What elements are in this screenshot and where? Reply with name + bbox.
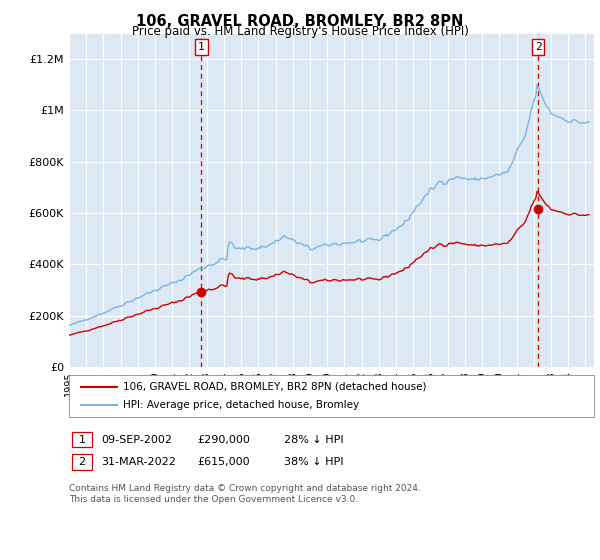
Text: 106, GRAVEL ROAD, BROMLEY, BR2 8PN: 106, GRAVEL ROAD, BROMLEY, BR2 8PN xyxy=(136,14,464,29)
Text: 1: 1 xyxy=(79,435,85,445)
Text: £615,000: £615,000 xyxy=(197,457,250,467)
Text: HPI: Average price, detached house, Bromley: HPI: Average price, detached house, Brom… xyxy=(123,400,359,410)
Text: Contains HM Land Registry data © Crown copyright and database right 2024.
This d: Contains HM Land Registry data © Crown c… xyxy=(69,484,421,504)
Text: 1: 1 xyxy=(198,42,205,52)
Text: £290,000: £290,000 xyxy=(197,435,250,445)
Text: 106, GRAVEL ROAD, BROMLEY, BR2 8PN (detached house): 106, GRAVEL ROAD, BROMLEY, BR2 8PN (deta… xyxy=(123,382,427,392)
Text: Price paid vs. HM Land Registry's House Price Index (HPI): Price paid vs. HM Land Registry's House … xyxy=(131,25,469,38)
Text: 28% ↓ HPI: 28% ↓ HPI xyxy=(284,435,343,445)
Text: 38% ↓ HPI: 38% ↓ HPI xyxy=(284,457,343,467)
Text: 31-MAR-2022: 31-MAR-2022 xyxy=(101,457,176,467)
Text: 2: 2 xyxy=(79,457,85,467)
Text: 2: 2 xyxy=(535,42,541,52)
Text: 09-SEP-2002: 09-SEP-2002 xyxy=(101,435,172,445)
